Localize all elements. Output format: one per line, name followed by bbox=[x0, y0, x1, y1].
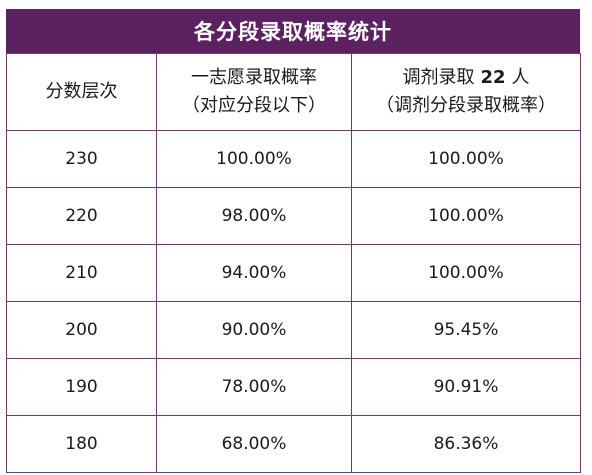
adjust-cell: 86.36% bbox=[351, 415, 581, 473]
first-choice-cell: 100.00% bbox=[156, 130, 352, 188]
score-cell: 190 bbox=[6, 358, 157, 416]
table-row: 210 94.00% 100.00% bbox=[6, 244, 581, 302]
adjust-cell: 90.91% bbox=[351, 358, 581, 416]
header-adjustment-count: 22 bbox=[480, 67, 506, 88]
score-cell: 200 bbox=[6, 301, 157, 359]
header-adjustment-pre: 调剂录取 bbox=[402, 67, 475, 88]
table-title: 各分段录取概率统计 bbox=[6, 9, 580, 53]
first-choice-cell: 78.00% bbox=[156, 358, 352, 416]
adjust-cell: 100.00% bbox=[351, 244, 581, 302]
first-choice-cell: 94.00% bbox=[156, 244, 352, 302]
table-row: 220 98.00% 100.00% bbox=[6, 187, 581, 245]
header-row: 分数层次 一志愿录取概率 （对应分段以下） 调剂录取 22 人 （调剂分段录取概率） bbox=[6, 53, 581, 131]
table-row: 180 68.00% 86.36% bbox=[6, 415, 581, 473]
score-cell: 220 bbox=[6, 187, 157, 245]
header-adjustment: 调剂录取 22 人 （调剂分段录取概率） bbox=[351, 53, 581, 131]
adjust-cell: 95.45% bbox=[351, 301, 581, 359]
adjust-cell: 100.00% bbox=[351, 130, 581, 188]
score-cell: 230 bbox=[6, 130, 157, 188]
adjust-cell: 100.00% bbox=[351, 187, 581, 245]
header-first-choice-line1: 一志愿录取概率 bbox=[191, 67, 317, 88]
admission-probability-table: 各分段录取概率统计 分数层次 一志愿录取概率 （对应分段以下） 调剂录取 22 人 … bbox=[6, 9, 581, 473]
probability-table: 分数层次 一志愿录取概率 （对应分段以下） 调剂录取 22 人 （调剂分段录取概率）… bbox=[6, 53, 581, 473]
table-row: 200 90.00% 95.45% bbox=[6, 301, 581, 359]
first-choice-cell: 98.00% bbox=[156, 187, 352, 245]
header-adjustment-line2: （调剂分段录取概率） bbox=[376, 95, 556, 116]
header-adjustment-line1: 调剂录取 22 人 bbox=[352, 64, 580, 92]
header-first-choice-line2: （对应分段以下） bbox=[182, 95, 326, 116]
header-score-level: 分数层次 bbox=[6, 53, 157, 131]
score-cell: 210 bbox=[6, 244, 157, 302]
first-choice-cell: 68.00% bbox=[156, 415, 352, 473]
score-cell: 180 bbox=[6, 415, 157, 473]
header-first-choice: 一志愿录取概率 （对应分段以下） bbox=[156, 53, 352, 131]
table-row: 230 100.00% 100.00% bbox=[6, 130, 581, 188]
header-adjustment-post: 人 bbox=[511, 67, 530, 88]
first-choice-cell: 90.00% bbox=[156, 301, 352, 359]
table-row: 190 78.00% 90.91% bbox=[6, 358, 581, 416]
header-score-level-label: 分数层次 bbox=[45, 81, 118, 102]
